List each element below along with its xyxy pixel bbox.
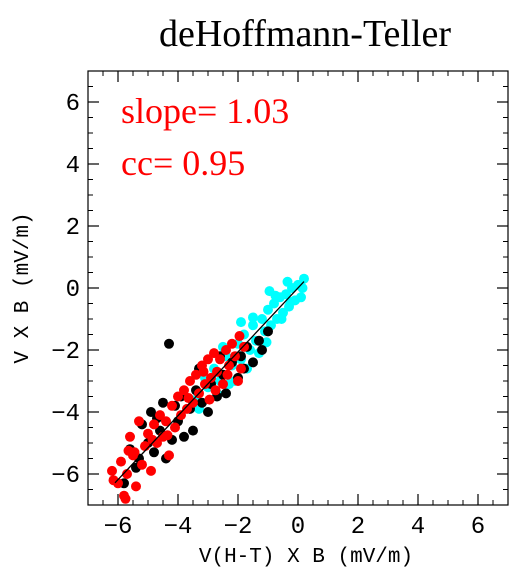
cc-annotation: cc= 0.95: [121, 143, 245, 183]
chart-title: deHoffmann-Teller: [159, 13, 451, 55]
scatter-point-series-1: [203, 407, 213, 417]
scatter-point-series-1: [188, 426, 198, 436]
scatter-point-series-0: [236, 317, 246, 327]
fit-line: [115, 282, 304, 483]
y-tick-label: −4: [51, 401, 80, 428]
scatter-point-series-0: [298, 283, 308, 293]
scatter-point-series-2: [199, 367, 209, 377]
scatter-point-series-2: [124, 446, 134, 456]
x-tick-label: 4: [411, 514, 425, 541]
fit-line-group: [115, 282, 304, 483]
scatter-point-series-2: [164, 450, 174, 460]
scatter-point-series-2: [137, 460, 147, 470]
y-tick-label: −2: [51, 339, 80, 366]
scatter-point-series-2: [134, 416, 144, 426]
scatter-point-series-0: [286, 297, 296, 307]
y-tick-label: −6: [51, 463, 80, 490]
scatter-point-series-2: [125, 432, 135, 442]
scatter-point-series-2: [121, 494, 131, 504]
scatter-point-series-2: [205, 395, 215, 405]
x-tick-label: 6: [471, 514, 485, 541]
scatter-point-series-2: [167, 401, 177, 411]
scatter-point-series-2: [235, 331, 245, 341]
scatter-point-series-1: [158, 398, 168, 408]
y-axis-label: V X B (mV/m): [12, 212, 35, 363]
y-tick-label: 6: [66, 91, 80, 118]
x-tick-label: 2: [351, 514, 365, 541]
x-tick-label: −2: [224, 514, 253, 541]
scatter-point-series-1: [164, 339, 174, 349]
scatter-point-series-0: [283, 277, 293, 287]
scatter-point-series-2: [239, 342, 249, 352]
x-tick-label: −6: [104, 514, 133, 541]
y-tick-label: 0: [66, 277, 80, 304]
scatter-point-series-1: [257, 345, 267, 355]
scatter-point-series-2: [170, 423, 180, 433]
scatter-point-series-2: [236, 364, 246, 374]
scatter-point-series-1: [149, 447, 159, 457]
scatter-point-series-2: [227, 339, 237, 349]
scatter-point-series-2: [233, 376, 243, 386]
y-tick-label: 4: [66, 153, 80, 180]
scatter-point-series-2: [149, 419, 159, 429]
scatter-point-series-2: [116, 457, 126, 467]
x-tick-label: 0: [291, 514, 305, 541]
slope-annotation: slope= 1.03: [121, 91, 289, 131]
scatter-point-series-2: [223, 370, 233, 380]
scatter-point-series-1: [254, 336, 264, 346]
scatter-point-series-0: [296, 292, 306, 302]
scatter-point-series-2: [146, 466, 156, 476]
scatter-point-series-0: [277, 314, 287, 324]
scatter-point-series-1: [221, 388, 231, 398]
scatter-point-series-1: [263, 326, 273, 336]
scatter-point-series-0: [271, 291, 281, 301]
scatter-point-series-1: [248, 357, 258, 367]
scatter-point-series-2: [211, 385, 221, 395]
y-tick-label: 2: [66, 215, 80, 242]
scatter-point-series-2: [163, 430, 173, 440]
scatter-point-series-2: [212, 367, 222, 377]
x-axis-label: V(H-T) X B (mV/m): [199, 546, 413, 569]
scatter-point-series-2: [131, 481, 141, 491]
scatter-point-series-0: [248, 312, 258, 322]
scatter-point-series-1: [179, 432, 189, 442]
scatter-point-series-2: [107, 466, 117, 476]
tick-labels: −6 −4 −2 0 2 4 6 −6 −4 −2 0 2 4 6: [51, 91, 485, 541]
x-tick-label: −4: [164, 514, 193, 541]
scatter-point-series-2: [215, 354, 225, 364]
